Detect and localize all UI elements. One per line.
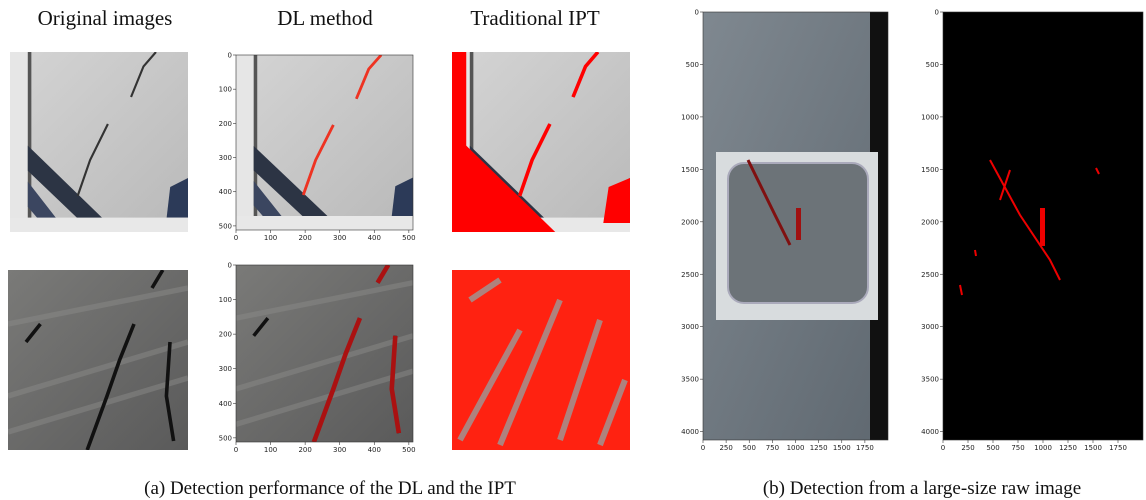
x-tick-label: 300 xyxy=(333,446,346,454)
x-tick-label: 500 xyxy=(402,234,415,242)
y-tick-label: 200 xyxy=(219,331,232,339)
y-tick-label: 300 xyxy=(219,154,232,162)
y-tick-label: 3000 xyxy=(921,323,939,331)
large-image xyxy=(703,12,888,440)
y-tick-label: 100 xyxy=(219,86,232,94)
x-tick-label: 0 xyxy=(941,444,945,452)
x-tick-label: 200 xyxy=(298,446,311,454)
x-tick-label: 0 xyxy=(234,234,238,242)
y-tick-label: 500 xyxy=(219,434,232,442)
column-header: Original images xyxy=(38,6,173,30)
x-tick-label: 500 xyxy=(986,444,999,452)
y-tick-label: 1000 xyxy=(921,113,939,121)
x-tick-label: 1250 xyxy=(810,444,828,452)
y-tick-label: 3000 xyxy=(681,323,699,331)
y-tick-label: 4000 xyxy=(681,428,699,436)
x-tick-label: 250 xyxy=(961,444,974,452)
y-tick-label: 2000 xyxy=(681,218,699,226)
x-tick-label: 250 xyxy=(719,444,732,452)
y-tick-label: 1000 xyxy=(681,113,699,121)
y-tick-label: 500 xyxy=(219,222,232,230)
x-tick-label: 0 xyxy=(234,446,238,454)
y-tick-label: 400 xyxy=(219,400,232,408)
y-tick-label: 2000 xyxy=(921,218,939,226)
x-tick-label: 400 xyxy=(368,234,381,242)
y-tick-label: 0 xyxy=(228,52,232,60)
y-tick-label: 300 xyxy=(219,365,232,373)
original-image xyxy=(10,52,188,232)
x-tick-label: 100 xyxy=(264,446,277,454)
y-tick-label: 0 xyxy=(228,262,232,270)
detection-mask xyxy=(943,12,1143,440)
y-tick-label: 0 xyxy=(935,9,939,17)
y-tick-label: 0 xyxy=(695,9,699,17)
x-tick-label: 750 xyxy=(766,444,779,452)
x-tick-label: 1000 xyxy=(787,444,805,452)
column-header: DL method xyxy=(277,6,373,30)
y-tick-label: 1500 xyxy=(681,166,699,174)
y-tick-label: 4000 xyxy=(921,428,939,436)
x-tick-label: 0 xyxy=(701,444,705,452)
y-tick-label: 500 xyxy=(926,61,939,69)
x-tick-label: 100 xyxy=(264,234,277,242)
y-tick-label: 3500 xyxy=(681,376,699,384)
ipt-image xyxy=(452,270,630,450)
y-tick-label: 400 xyxy=(219,188,232,196)
y-tick-label: 200 xyxy=(219,120,232,128)
original-image xyxy=(8,270,188,450)
column-header: Traditional IPT xyxy=(470,6,599,30)
x-tick-label: 750 xyxy=(1011,444,1024,452)
x-tick-label: 300 xyxy=(333,234,346,242)
x-tick-label: 1000 xyxy=(1034,444,1052,452)
figure: Original images DL method Traditional IP… xyxy=(0,0,1146,500)
y-tick-label: 3500 xyxy=(921,376,939,384)
y-tick-label: 2500 xyxy=(921,271,939,279)
x-tick-label: 500 xyxy=(743,444,756,452)
y-tick-label: 1500 xyxy=(921,166,939,174)
x-tick-label: 1500 xyxy=(1084,444,1102,452)
x-tick-label: 200 xyxy=(298,234,311,242)
y-tick-label: 500 xyxy=(686,61,699,69)
x-tick-label: 1250 xyxy=(1059,444,1077,452)
y-tick-label: 2500 xyxy=(681,271,699,279)
caption: (b) Detection from a large-size raw imag… xyxy=(763,478,1081,499)
x-tick-label: 500 xyxy=(402,446,415,454)
x-tick-label: 1750 xyxy=(1109,444,1127,452)
x-tick-label: 1500 xyxy=(833,444,851,452)
y-tick-label: 100 xyxy=(219,296,232,304)
x-tick-label: 400 xyxy=(368,446,381,454)
x-tick-label: 1750 xyxy=(856,444,874,452)
caption: (a) Detection performance of the DL and … xyxy=(144,478,516,499)
